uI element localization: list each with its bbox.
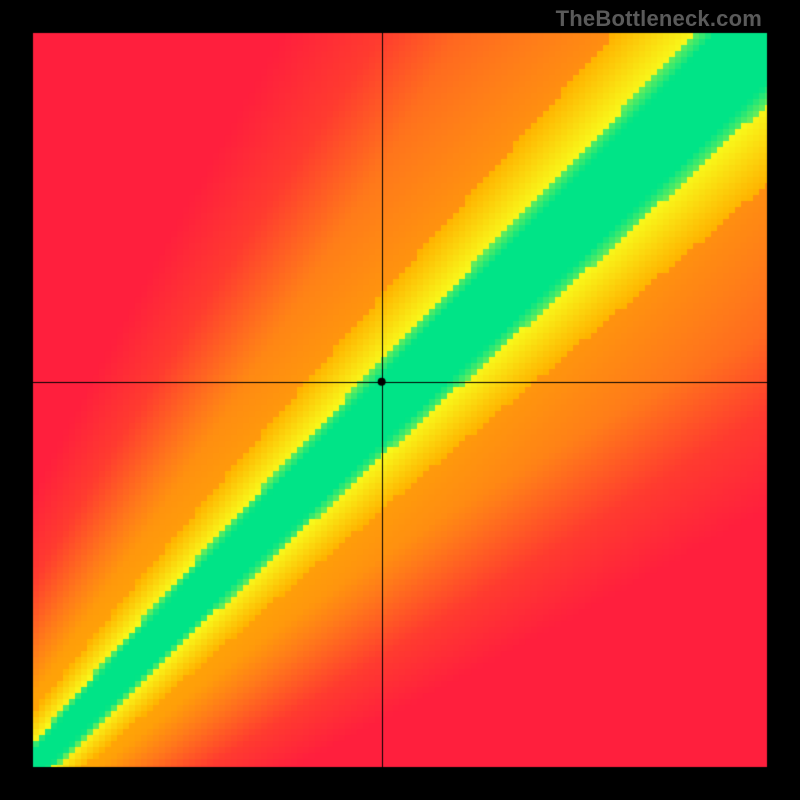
bottleneck-heatmap	[0, 0, 800, 800]
watermark-text: TheBottleneck.com	[556, 6, 762, 32]
